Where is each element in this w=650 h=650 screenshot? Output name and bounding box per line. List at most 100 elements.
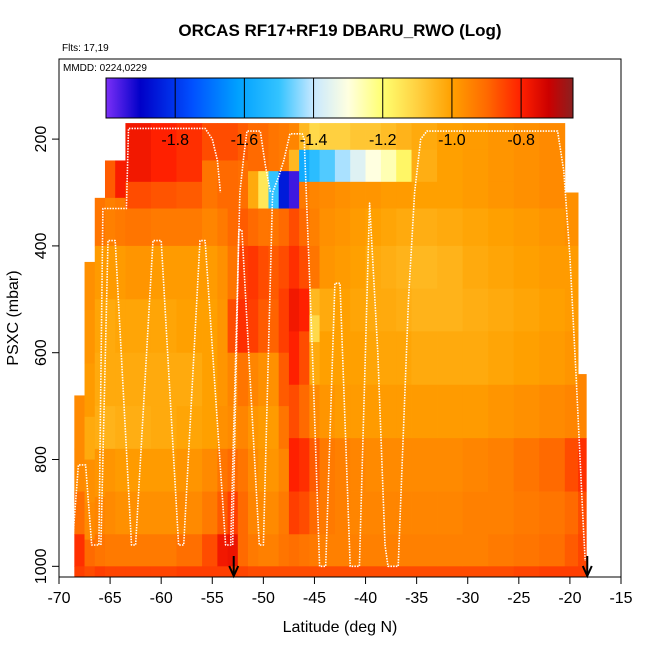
heatmap-cell [539,438,566,492]
x-axis-label: Latitude (deg N) [283,619,398,636]
heatmap-cell [513,245,540,290]
heatmap-cell [278,245,290,290]
heatmap-cell [104,448,116,492]
heatmap-cell [74,566,85,577]
heatmap-cell [202,534,218,567]
heatmap-cell [437,438,464,492]
heatmap-cell [488,491,515,535]
heatmap-cell [104,299,116,354]
heatmap-cell [288,288,300,332]
heatmap-cell [319,208,336,247]
heatmap-cell [227,299,239,354]
heatmap-cell [84,416,96,460]
heatmap-cell [365,288,382,332]
heatmap-cell [539,566,566,577]
heatmap-cell [268,245,280,300]
heatmap-cell [94,197,106,247]
heatmap-cell [94,245,106,300]
heatmap-cell [462,245,489,290]
heatmap-cell [288,149,300,172]
heatmap-cell [309,342,320,386]
heatmap-cell [202,245,218,300]
heatmap-cell [564,566,579,577]
heatmap-cell [309,491,320,535]
heatmap-cell [176,208,203,247]
heatmap-cell [513,208,540,247]
heatmap-cell [150,352,177,407]
heatmap-cell [217,534,228,567]
heatmap-cell [462,566,489,577]
heatmap-cell [437,384,464,439]
heatmap-cell [202,448,218,492]
heatmap-cell [84,363,96,418]
heatmap-cell [488,566,515,577]
heatmap-cell [217,406,228,450]
heatmap-cell [115,448,126,492]
heatmap-cell [564,491,579,535]
heatmap-cell [319,534,336,567]
heatmap-cell [299,384,310,439]
heatmap-cell [396,288,412,332]
heatmap-cell [462,384,489,439]
heatmap-cell [258,299,269,354]
chart-title: ORCAS RF17+RF19 DBARU_RWO (Log) [178,21,501,40]
heatmap-cell [84,566,96,577]
heatmap-cell [380,208,397,247]
y-tick-label: 200 [33,126,50,153]
heatmap-cell [115,197,126,247]
flight-track [100,130,272,546]
heatmap-cell [319,331,336,386]
heatmap-cell [217,160,228,209]
heatmap-cell [380,566,397,577]
heatmap-cell [513,491,540,535]
heatmap-cell [278,352,290,407]
heatmap-cell [437,245,464,290]
heatmap-cell [365,534,382,567]
heatmap-cell [104,352,116,407]
heatmap-cell [278,406,290,450]
y-tick-label: 600 [33,339,50,366]
heatmap-cell [104,197,116,247]
heatmap-cell [150,566,177,577]
heatmap-cell [237,160,249,209]
heatmap-cell [288,438,300,492]
heatmap-cell [437,181,464,209]
heatmap-cell [319,566,336,577]
heatmap-cell [74,534,85,567]
heatmap-cell [268,534,280,567]
heatmap-cell [396,245,412,290]
heatmap-cell [513,331,540,386]
heatmap-cell [299,331,310,386]
heatmap-cell [513,438,540,492]
flight-track [71,127,222,546]
heatmap-cell [309,315,320,343]
heatmap-cell [350,149,366,183]
heatmap-cell [150,181,177,209]
heatmap-cell [150,123,177,183]
heatmap-cell [258,566,269,577]
position-arrow-head [581,565,593,579]
heatmap-cell [94,299,106,354]
heatmap-cell [278,491,290,535]
colorbar-tick-label: -1.4 [300,132,328,149]
heatmap-cell [309,288,320,316]
heatmap-cell [380,123,397,151]
heatmap-cell [248,566,259,577]
heatmap-cell [462,181,489,209]
heatmap-cell [115,406,126,450]
heatmap-cell [437,566,464,577]
heatmap-cell [539,208,566,247]
date-note: MMDD: 0224,0229 [63,63,147,74]
heatmap-cell [411,208,438,247]
heatmap-cell [115,534,126,567]
heatmap-cell [248,352,259,407]
heatmap-cell [150,245,177,300]
heatmap-cell [115,566,126,577]
heatmap-cell [437,534,464,567]
heatmap-cell [411,245,438,290]
heatmap-cell [125,181,152,209]
y-tick-label: 800 [33,446,50,473]
heatmap-cell [365,384,382,439]
heatmap-cell [437,491,464,535]
heatmap-cell [237,299,249,354]
